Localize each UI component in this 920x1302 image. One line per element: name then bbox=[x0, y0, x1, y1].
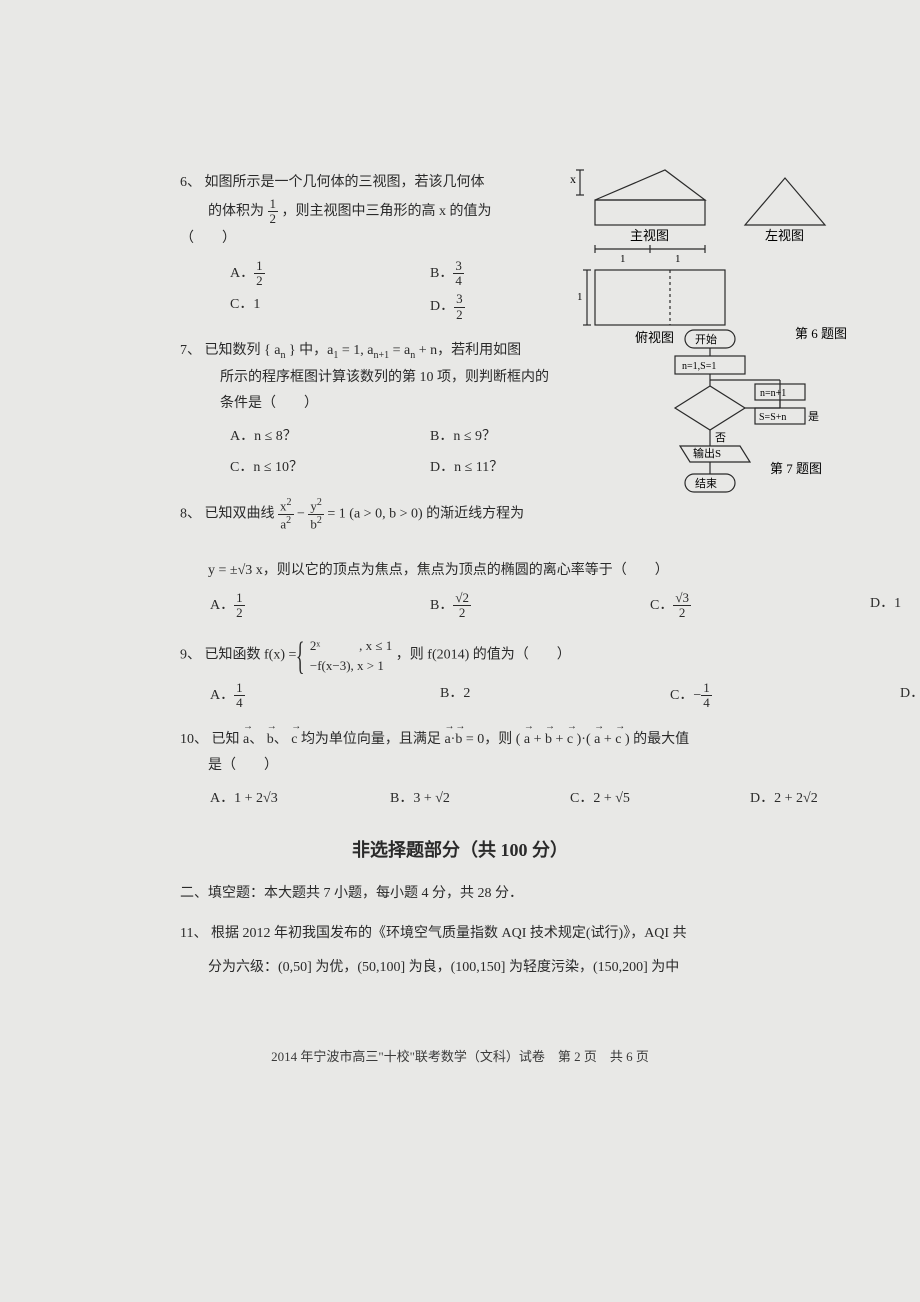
question-7: 开始 n=1,S=1 n=n+1 S=S+n 是 否 输出S 结束 第 7 题图… bbox=[180, 338, 740, 481]
q8-l2: y = ±√3 x，则以它的顶点为焦点，焦点为顶点的椭圆的离心率等于（ ） bbox=[180, 563, 669, 578]
q6-main-view-label: 主视图 bbox=[630, 228, 669, 243]
question-6: x 1 1 1 主视图 左视图 俯视图 第 6 题图 6、 如图所示是一个几何体… bbox=[180, 170, 740, 322]
q6-one1: 1 bbox=[620, 253, 626, 265]
section-2-title: 非选择题部分（共 100 分） bbox=[180, 833, 740, 867]
q11-t1: 根据 2012 年初我国发布的《环境空气质量指数 AQI 技术规定(试行)》，A… bbox=[211, 926, 687, 941]
q9-opt-d: D．−2 bbox=[900, 681, 920, 711]
q8-opt-d: D．1 bbox=[870, 591, 920, 621]
question-11: 11、 根据 2012 年初我国发布的《环境空气质量指数 AQI 技术规定(试行… bbox=[180, 917, 740, 984]
q6-opt-d: D．32 bbox=[430, 292, 550, 322]
q10-options: A．1 + 2√3 B．3 + √2 C．2 + √5 D．2 + 2√2 bbox=[180, 786, 740, 813]
q7-no: 否 bbox=[715, 432, 726, 444]
q7-incr: n=n+1 bbox=[760, 388, 786, 399]
q10-opt-a: A．1 + 2√3 bbox=[210, 786, 330, 813]
q6-line2: 的体积为 bbox=[180, 204, 264, 219]
q9-piecewise: 2ˣ , x ≤ 1 −f(x−3), x > 1 bbox=[300, 636, 392, 675]
q6-number: 6、 bbox=[180, 175, 201, 190]
q6-one3: 1 bbox=[577, 291, 583, 303]
q8-opt-b: B．√22 bbox=[430, 591, 550, 621]
q6-opt-b: B．34 bbox=[430, 259, 550, 289]
q7-opt-a: A．n ≤ 8？ bbox=[230, 424, 350, 451]
q9-options: A．14 B．2 C．−14 D．−2 bbox=[180, 681, 740, 711]
q6-line3: ，则主视图中三角形的高 x 的值为 bbox=[282, 204, 492, 219]
q6-x-label: x bbox=[570, 172, 576, 186]
q11-number: 11、 bbox=[180, 926, 207, 941]
q10-t7: 是（ ） bbox=[180, 758, 278, 773]
q8-opt-c: C．√32 bbox=[650, 591, 770, 621]
q6-volume-frac: 12 bbox=[268, 197, 279, 227]
q6-one2: 1 bbox=[675, 253, 681, 265]
q7-l3: 条件是（ ） bbox=[180, 396, 318, 411]
q7-yes: 是 bbox=[808, 410, 819, 423]
q10-opt-b: B．3 + √2 bbox=[390, 786, 510, 813]
q10-t1: 已知 bbox=[212, 732, 244, 747]
q7-sum: S=S+n bbox=[759, 412, 786, 423]
q7-output: 输出S bbox=[693, 446, 721, 460]
q7-init: n=1,S=1 bbox=[682, 361, 716, 372]
q8-t1: 已知双曲线 bbox=[205, 506, 279, 521]
q7-opt-d: D．n ≤ 11？ bbox=[430, 455, 550, 482]
q7-start: 开始 bbox=[695, 332, 717, 346]
q7-caption: 第 7 题图 bbox=[770, 461, 822, 476]
q9-t2: ，则 f(2014) 的值为（ ） bbox=[396, 648, 571, 663]
q8-number: 8、 bbox=[180, 506, 201, 521]
q6-paren: （ ） bbox=[180, 231, 236, 246]
q7-end: 结束 bbox=[695, 477, 717, 490]
page-footer: 2014 年宁波市高三"十校"联考数学（文科）试卷 第 2 页 共 6 页 bbox=[180, 1045, 740, 1070]
q6-left-view-label: 左视图 bbox=[765, 228, 804, 243]
section-2-sub: 二、填空题：本大题共 7 小题，每小题 4 分，共 28 分． bbox=[180, 881, 740, 908]
question-8: 8、 已知双曲线 x2a2 − y2b2 = 1 (a > 0, b > 0) … bbox=[180, 497, 740, 620]
q7-l2: 所示的程序框图计算该数列的第 10 项，则判断框内的 bbox=[180, 370, 549, 385]
q9-opt-a: A．14 bbox=[210, 681, 330, 711]
q11-t2: 分为六级：(0,50] 为优，(50,100] 为良，(100,150] 为轻度… bbox=[180, 960, 679, 975]
q8-eq: = 1 (a > 0, b > 0) 的渐近线方程为 bbox=[327, 506, 524, 521]
q10-opt-c: C．2 + √5 bbox=[570, 786, 690, 813]
question-10: 10、 已知 a、 b、 c 均为单位向量，且满足 a·b = 0，则 ( a … bbox=[180, 727, 740, 813]
q8-options: A．12 B．√22 C．√32 D．1 bbox=[180, 591, 740, 621]
question-9: 9、 已知函数 f(x) = 2ˣ , x ≤ 1 −f(x−3), x > 1… bbox=[180, 636, 740, 711]
q8-opt-a: A．12 bbox=[210, 591, 330, 621]
q7-l1: 已知数列 { a bbox=[205, 343, 281, 358]
q10-opt-d: D．2 + 2√2 bbox=[750, 786, 870, 813]
q7-opt-b: B．n ≤ 9？ bbox=[430, 424, 550, 451]
q6-opt-c: C．1 bbox=[230, 292, 350, 322]
q7-number: 7、 bbox=[180, 343, 201, 358]
q6-line1: 如图所示是一个几何体的三视图，若该几何体 bbox=[205, 175, 485, 190]
exam-page: x 1 1 1 主视图 左视图 俯视图 第 6 题图 6、 如图所示是一个几何体… bbox=[40, 50, 880, 1109]
q9-number: 9、 bbox=[180, 648, 201, 663]
q6-opt-a: A．12 bbox=[230, 259, 350, 289]
q9-t1: 已知函数 f(x) = bbox=[205, 648, 300, 663]
q9-opt-c: C．−14 bbox=[670, 681, 790, 711]
q7-opt-c: C．n ≤ 10？ bbox=[230, 455, 350, 482]
q10-number: 10、 bbox=[180, 732, 208, 747]
q9-opt-b: B．2 bbox=[440, 681, 560, 711]
